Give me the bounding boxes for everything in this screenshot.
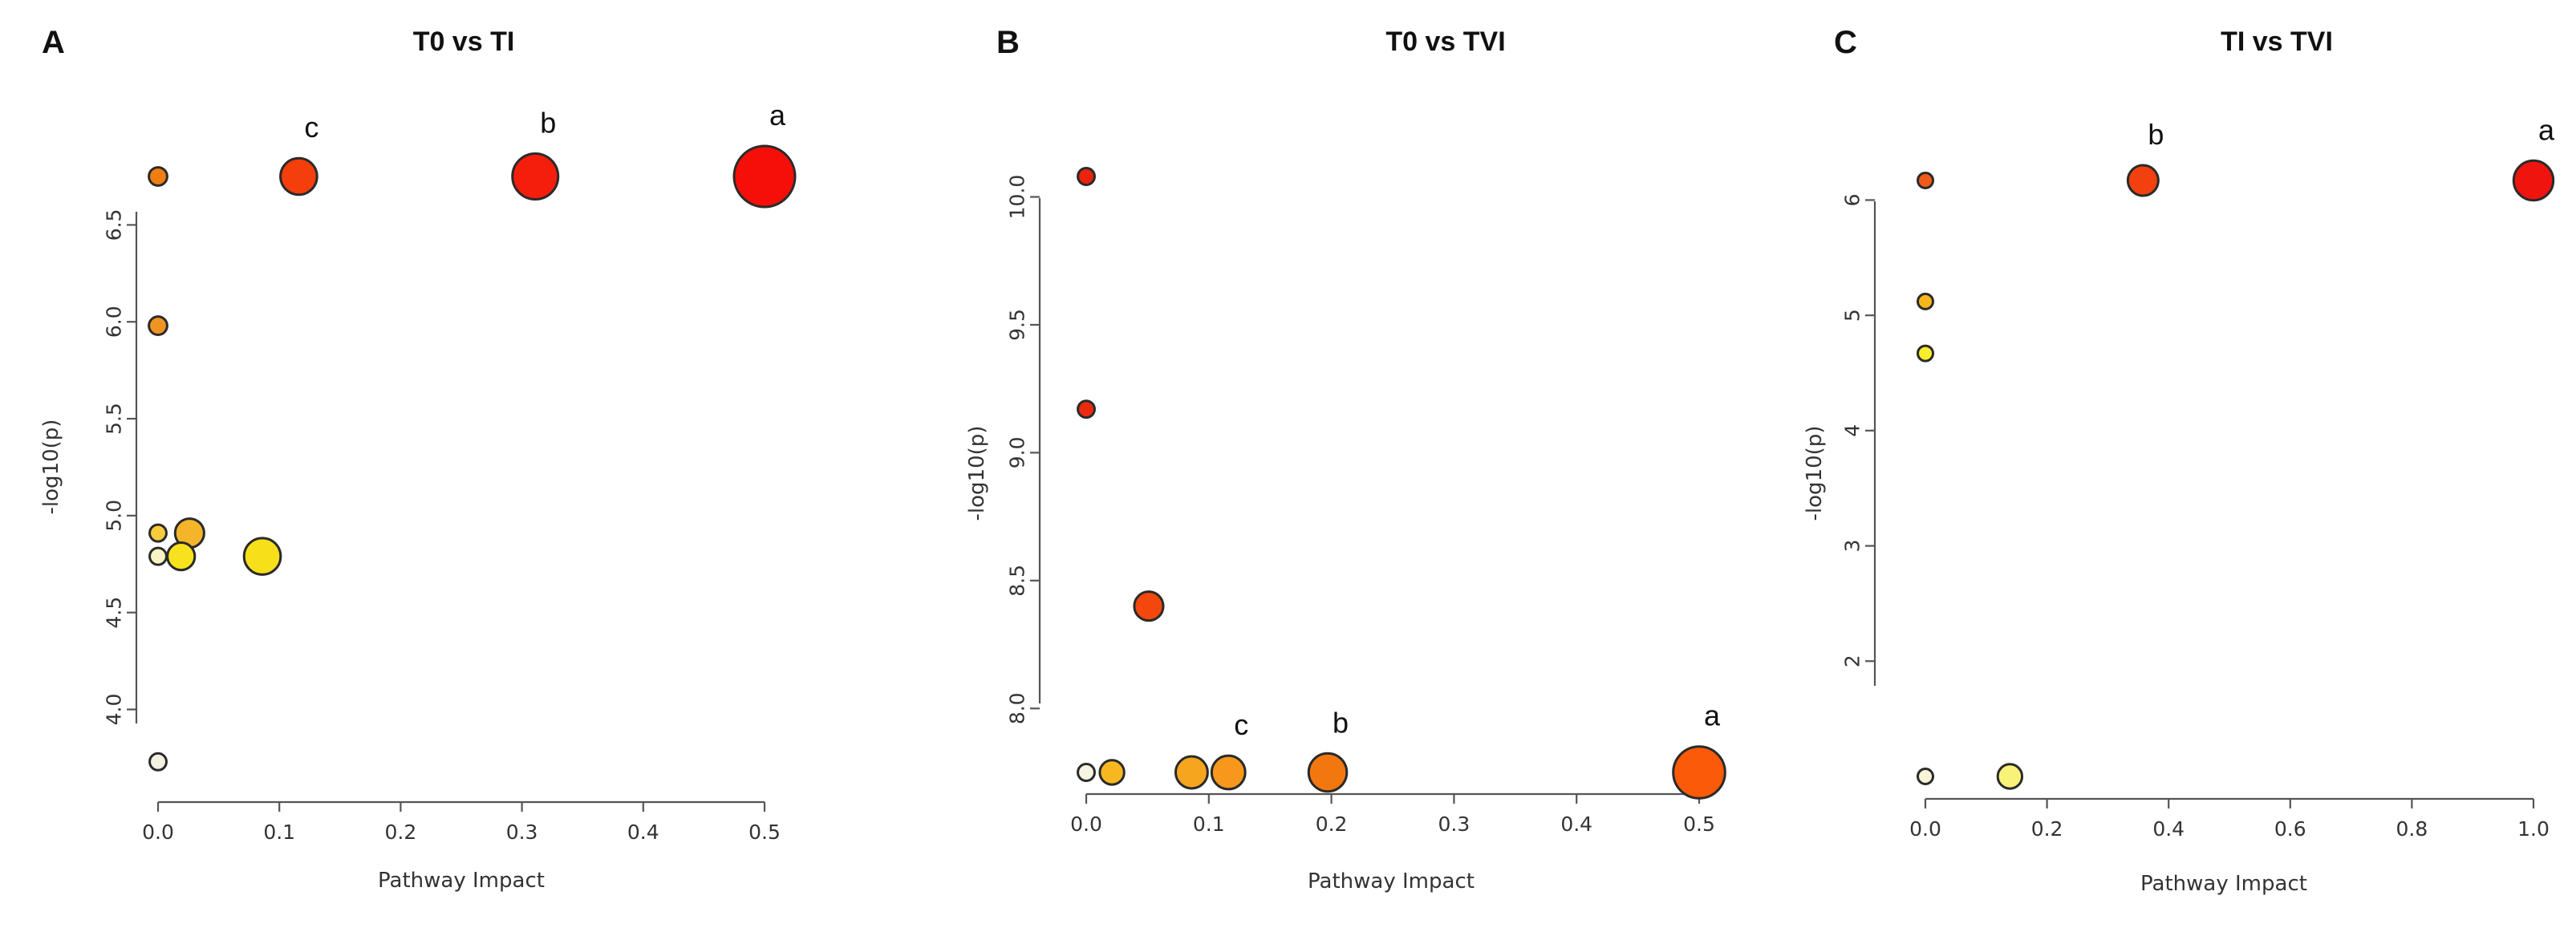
x-tick-label: 0.1 <box>263 821 295 844</box>
data-point <box>1077 167 1096 186</box>
data-point <box>1098 759 1126 786</box>
x-tick-label: 0.4 <box>627 821 659 844</box>
x-tick-label: 0.2 <box>385 821 417 844</box>
data-point <box>1077 399 1096 419</box>
data-point <box>1133 590 1165 622</box>
y-tick-label: 5.5 <box>103 403 126 435</box>
y-tick-label: 6 <box>1841 193 1864 206</box>
panel-b: B T0 vs TVI 0.0 0.1 0.2 0.3 0.4 0.5 8.0 8.5 9.0… <box>965 25 1726 894</box>
data-point <box>2512 159 2555 202</box>
y-ticks: 8.0 8.5 9.0 9.5 10.0 <box>1006 175 1040 724</box>
data-point <box>148 315 168 336</box>
data-point <box>732 144 797 209</box>
data-point <box>1996 763 2024 790</box>
x-tick-label: 1.0 <box>2517 817 2550 841</box>
x-tick-label: 0.2 <box>2031 817 2063 841</box>
x-tick-label: 0.5 <box>748 821 781 844</box>
y-tick-label: 5.0 <box>103 500 126 532</box>
data-point <box>511 152 560 201</box>
x-axis-title: Pathway Impact <box>1308 869 1475 894</box>
y-tick-label: 4 <box>1841 424 1864 437</box>
y-tick-label: 3 <box>1841 540 1864 553</box>
data-points <box>1077 167 1726 800</box>
data-point <box>2126 164 2160 197</box>
x-tick-label: 0.3 <box>506 821 538 844</box>
data-points <box>148 144 797 772</box>
x-tick-label: 0.2 <box>1316 813 1348 836</box>
x-tick-label: 0.0 <box>1070 813 1102 836</box>
data-points <box>1917 159 2555 790</box>
data-point <box>1210 754 1247 791</box>
data-point <box>1917 768 1934 785</box>
point-annotation: c <box>304 111 318 144</box>
y-tick-label: 4.0 <box>103 694 126 726</box>
chart-title: TI vs TVI <box>2221 26 2333 57</box>
data-point <box>279 156 318 197</box>
y-tick-label: 6.0 <box>103 306 126 338</box>
data-point <box>1672 745 1726 800</box>
panel-a: A T0 vs TI 0.0 0.1 0.2 0.3 0.4 0.5 4.0 4.5 5.0 5… <box>39 25 797 893</box>
y-tick-label: 9.5 <box>1006 309 1029 341</box>
data-point <box>1077 763 1096 782</box>
x-tick-label: 0.8 <box>2396 817 2428 841</box>
x-tick-label: 0.3 <box>1438 813 1471 836</box>
y-tick-label: 6.5 <box>103 209 126 241</box>
data-point <box>1917 172 1934 189</box>
point-annotation: a <box>2538 113 2555 146</box>
data-point <box>148 546 168 566</box>
data-point <box>1307 752 1349 793</box>
data-point <box>1917 292 1934 310</box>
x-tick-label: 0.4 <box>1560 813 1592 836</box>
y-tick-label: 4.5 <box>103 597 126 629</box>
x-ticks: 0.0 0.1 0.2 0.3 0.4 0.5 <box>1070 794 1715 836</box>
chart-title: T0 vs TI <box>413 26 515 57</box>
x-tick-label: 0.5 <box>1683 813 1715 836</box>
y-tick-label: 10.0 <box>1006 175 1029 220</box>
y-axis-title: -log10(p) <box>39 419 63 515</box>
x-tick-label: 0.6 <box>2274 817 2306 841</box>
panel-c: C TI vs TVI 0.0 0.2 0.4 0.6 0.8 1.0 2 3 4 5 6 Pat… <box>1803 25 2555 896</box>
point-annotation: b <box>1333 706 1349 739</box>
x-ticks: 0.0 0.2 0.4 0.6 0.8 1.0 <box>1909 799 2550 841</box>
chart-title: T0 vs TVI <box>1385 26 1505 57</box>
data-point <box>1174 755 1209 790</box>
y-ticks: 4.0 4.5 5.0 5.5 6.0 6.5 <box>103 209 136 726</box>
point-annotation: a <box>769 99 786 132</box>
panel-label: B <box>996 25 1020 60</box>
x-axis-title: Pathway Impact <box>378 869 545 893</box>
x-tick-label: 0.4 <box>2152 817 2185 841</box>
y-tick-label: 8.5 <box>1006 565 1029 597</box>
y-ticks: 2 3 4 5 6 <box>1841 193 1875 667</box>
y-axis-title: -log10(p) <box>1803 426 1827 521</box>
x-tick-label: 0.0 <box>142 821 174 844</box>
y-tick-label: 5 <box>1841 309 1864 322</box>
x-tick-label: 0.0 <box>1909 817 1941 841</box>
y-tick-label: 2 <box>1841 654 1864 667</box>
point-annotation: a <box>1704 699 1721 732</box>
panel-label: A <box>42 25 65 60</box>
data-point <box>148 166 168 187</box>
point-annotation: b <box>540 107 556 140</box>
x-tick-label: 0.1 <box>1193 813 1225 836</box>
data-point <box>148 523 168 543</box>
y-axis-title: -log10(p) <box>965 426 989 521</box>
y-tick-label: 8.0 <box>1006 692 1029 724</box>
x-ticks: 0.0 0.1 0.2 0.3 0.4 0.5 <box>142 802 781 844</box>
panel-label: C <box>1834 25 1857 60</box>
data-point <box>166 541 197 572</box>
y-tick-label: 9.0 <box>1006 437 1029 469</box>
data-point <box>1917 344 1934 363</box>
x-axis-title: Pathway Impact <box>2140 872 2307 896</box>
point-annotation: b <box>2148 118 2164 151</box>
data-point <box>148 752 168 772</box>
data-point <box>242 537 282 576</box>
point-annotation: c <box>1234 708 1248 741</box>
